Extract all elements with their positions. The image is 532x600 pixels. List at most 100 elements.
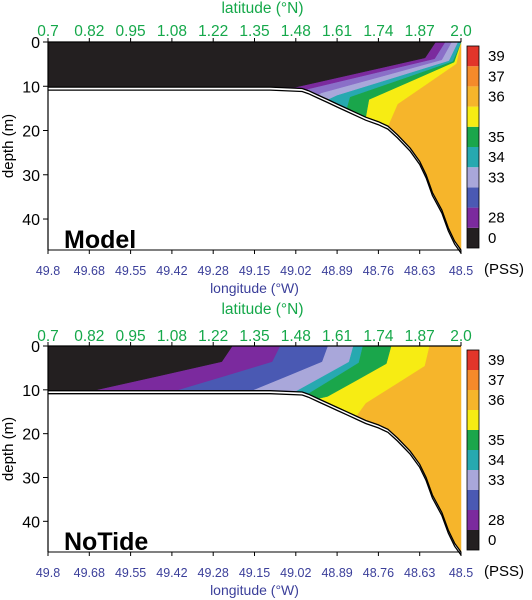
x-top-tick-label: 1.35 <box>239 328 269 345</box>
panel-model: 0 10 20 30 40 depth (m) 49.8 49.68 49.55 49.42 49.… <box>0 0 524 296</box>
x-bottom-tick-label: 48.89 <box>321 264 352 278</box>
colorbar-segment <box>467 86 479 107</box>
colorbar-segment <box>467 66 479 87</box>
x-top-tick-label: 1.48 <box>281 23 311 40</box>
x-bottom-tick-label: 49.28 <box>198 264 229 278</box>
colorbar-segment <box>467 530 479 550</box>
x-top-tick-label: 0.82 <box>74 23 104 40</box>
colorbar-segment <box>467 410 479 430</box>
x-bottom-tick-label: 49.15 <box>239 264 270 278</box>
x-bottom-tick-label: 48.5 <box>449 264 473 278</box>
x-top-tick-label: 0.82 <box>74 328 104 345</box>
x-bottom-tick-label: 49.15 <box>239 566 270 580</box>
x-top-tick-label: 2.0 <box>450 328 472 345</box>
panel-notide: 0 10 20 30 40 depth (m) 49.8 49.68 49.55 49.42 49.… <box>0 301 524 598</box>
colorbar-segment <box>467 106 479 127</box>
y-tick-label: 10 <box>22 383 40 400</box>
colorbar-segment <box>467 510 479 530</box>
colorbar-tick-label: 36 <box>488 89 505 106</box>
panel-label: Model <box>64 226 136 254</box>
colorbar-tick-label: 35 <box>488 129 505 146</box>
colorbar-segment <box>467 227 479 248</box>
x-bottom-tick-label: 49.55 <box>115 566 146 580</box>
x-top-tick-label: 1.08 <box>157 328 187 345</box>
x-bottom-tick-label: 48.89 <box>321 566 352 580</box>
colorbar-segment <box>467 430 479 450</box>
colorbar-segment <box>467 490 479 510</box>
x-bottom-tick-label: 49.55 <box>115 264 146 278</box>
x-top-tick-label: 1.22 <box>198 328 228 345</box>
colorbar-unit-label: (PSS) <box>484 261 524 278</box>
y-tick-label: 20 <box>22 124 40 141</box>
x-top-tick-label: 0.95 <box>116 328 146 345</box>
colorbar-tick-label: 36 <box>488 392 505 409</box>
y-tick-label: 40 <box>22 514 40 531</box>
colorbar-tick-label: 33 <box>488 169 505 186</box>
colorbar-segment <box>467 450 479 470</box>
colorbar-tick-label: 35 <box>488 432 505 449</box>
colorbar-tick-label: 34 <box>488 452 505 469</box>
seabed-line-lower <box>48 393 462 556</box>
y-tick-label: 0 <box>31 35 40 52</box>
x-top-tick-label: 1.87 <box>405 23 435 40</box>
colorbar-tick-label: 34 <box>488 149 505 166</box>
x-top-tick-label: 1.61 <box>322 23 352 40</box>
colorbar-tick-label: 39 <box>488 48 505 65</box>
colorbar-tick-label: 37 <box>488 68 505 85</box>
colorbar-tick-label: 0 <box>488 532 496 549</box>
seabed-line <box>48 390 462 553</box>
colorbar-segment <box>467 390 479 410</box>
y-axis-label: depth (m) <box>0 417 17 481</box>
y-tick-label: 0 <box>31 339 40 356</box>
x-top-axis-label: latitude (°N) <box>221 0 303 17</box>
colorbar-tick-label: 0 <box>488 230 496 247</box>
x-top-tick-label: 0.7 <box>37 328 59 345</box>
x-top-tick-label: 1.74 <box>363 328 394 345</box>
y-tick-label: 10 <box>22 79 40 96</box>
x-bottom-tick-label: 49.28 <box>198 566 229 580</box>
colorbar-tick-label: 28 <box>488 512 505 529</box>
colorbar-segment <box>467 350 479 370</box>
x-bottom-tick-label: 49.02 <box>280 566 311 580</box>
x-bottom-tick-label: 49.68 <box>74 566 105 580</box>
x-top-tick-label: 1.22 <box>198 23 228 40</box>
x-bottom-tick-label: 49.8 <box>36 264 60 278</box>
x-top-tick-label: 2.0 <box>450 23 472 40</box>
colorbar-frame <box>466 45 480 249</box>
x-bottom-tick-label: 49.68 <box>74 264 105 278</box>
x-top-tick-label: 1.61 <box>322 328 352 345</box>
colorbar-tick-label: 33 <box>488 472 505 489</box>
x-top-tick-label: 1.35 <box>239 23 269 40</box>
colorbar-segment <box>467 147 479 168</box>
x-bottom-tick-label: 49.42 <box>156 264 187 278</box>
x-top-axis-label: latitude (°N) <box>221 301 303 318</box>
colorbar-segment <box>467 470 479 490</box>
x-top-tick-label: 1.08 <box>157 23 187 40</box>
x-bottom-tick-label: 48.76 <box>363 264 394 278</box>
panel-label: NoTide <box>64 528 148 556</box>
colorbar-unit-label: (PSS) <box>484 563 524 580</box>
x-top-tick-label: 1.74 <box>363 23 394 40</box>
x-bottom-axis-label: longitude (°W) <box>210 582 299 598</box>
colorbar-tick-label: 39 <box>488 352 505 369</box>
y-tick-label: 30 <box>22 168 40 185</box>
y-tick-label: 30 <box>22 470 40 487</box>
x-bottom-tick-label: 48.5 <box>449 566 473 580</box>
y-tick-label: 20 <box>22 427 40 444</box>
colorbar-segment <box>467 46 479 67</box>
seabed-line-lower <box>48 89 462 254</box>
colorbar-frame <box>466 349 480 551</box>
x-top-tick-label: 0.95 <box>116 23 146 40</box>
x-bottom-axis-label: longitude (°W) <box>210 280 299 296</box>
colorbar-tick-label: 28 <box>488 210 505 227</box>
y-tick-label: 40 <box>22 212 40 229</box>
seabed-line <box>48 86 462 251</box>
y-axis-label: depth (m) <box>0 114 17 178</box>
colorbar-segment <box>467 167 479 188</box>
x-bottom-tick-label: 48.63 <box>404 264 435 278</box>
x-top-tick-label: 1.87 <box>405 328 435 345</box>
x-bottom-tick-label: 49.42 <box>156 566 187 580</box>
x-bottom-tick-label: 49.02 <box>280 264 311 278</box>
colorbar-segment <box>467 126 479 147</box>
x-top-tick-label: 1.48 <box>281 328 311 345</box>
